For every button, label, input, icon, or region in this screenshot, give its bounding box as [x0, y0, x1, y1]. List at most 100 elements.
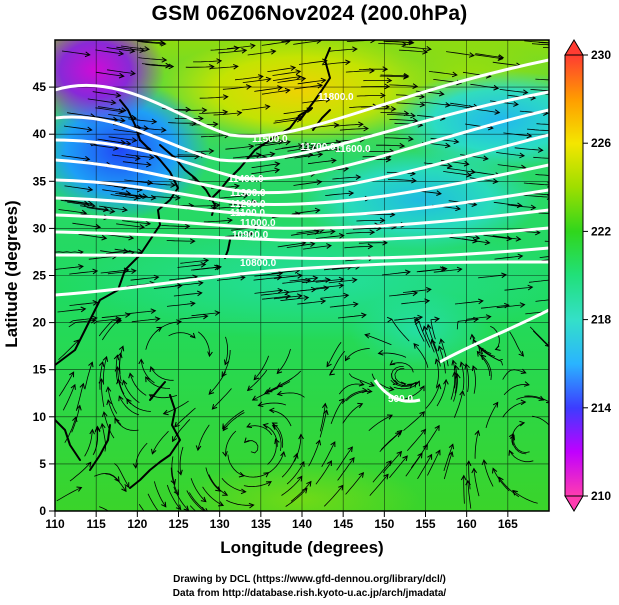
streamline: [163, 400, 189, 415]
streamline: [277, 78, 306, 83]
streamline-arrow: [121, 486, 127, 493]
streamline-arrow: [262, 423, 269, 429]
streamline-arrow: [519, 302, 526, 308]
streamline: [296, 228, 325, 234]
streamline: [180, 259, 209, 264]
streamline: [428, 71, 457, 76]
streamline: [414, 318, 425, 342]
streamline-arrow: [412, 290, 419, 297]
y-tick-label: 30: [33, 221, 47, 235]
streamline-arrow: [396, 450, 403, 457]
streamline-arrow: [334, 146, 341, 153]
streamline-arrow: [283, 289, 290, 296]
streamline-arrow: [118, 395, 124, 402]
streamline-arrow: [290, 65, 297, 71]
streamline-arrow: [386, 316, 393, 323]
streamline-arrow: [464, 363, 470, 370]
streamline: [492, 468, 510, 492]
streamline: [321, 441, 336, 467]
streamline: [282, 279, 311, 284]
streamline-arrow: [343, 292, 350, 299]
streamline-arrow: [145, 220, 152, 227]
streamline: [121, 45, 149, 50]
streamline-arrow: [326, 460, 332, 467]
streamline-arrow: [246, 422, 253, 428]
streamline: [427, 450, 441, 476]
streamline: [532, 415, 549, 426]
streamline-arrow: [358, 380, 365, 387]
streamline-arrow: [552, 277, 557, 282]
streamline: [450, 371, 456, 400]
streamline: [258, 402, 287, 406]
streamline-arrow: [148, 154, 155, 161]
streamline-arrow: [405, 269, 411, 276]
streamline: [298, 60, 327, 65]
streamline: [277, 392, 305, 398]
streamline: [232, 154, 261, 159]
streamline-arrow: [411, 177, 417, 184]
y-tick-label: 40: [33, 127, 47, 141]
streamline-arrow: [238, 472, 245, 478]
streamline: [222, 410, 245, 429]
streamline-arrow: [248, 231, 254, 237]
streamline: [418, 321, 431, 348]
streamline-arrow: [184, 223, 191, 230]
contour-label: 11400.0: [228, 174, 264, 185]
colorbar-label: 222: [591, 224, 611, 238]
streamline-arrow: [329, 228, 336, 235]
streamline-arrow: [513, 101, 519, 107]
streamline: [272, 76, 301, 81]
streamline: [58, 209, 87, 214]
streamline-arrow: [161, 57, 168, 63]
streamline: [523, 194, 549, 198]
streamline: [266, 451, 285, 474]
streamline: [169, 276, 198, 281]
streamline-arrow: [314, 207, 321, 214]
streamline: [538, 212, 549, 214]
streamline-arrow: [523, 381, 530, 387]
streamline: [315, 278, 344, 283]
contour-label: 11200.0: [230, 199, 266, 210]
streamline: [356, 95, 385, 97]
streamline: [280, 297, 309, 301]
streamline: [472, 365, 476, 394]
streamline-arrow: [124, 312, 131, 318]
streamline: [218, 49, 247, 54]
streamline-arrow: [518, 350, 525, 357]
streamline: [512, 490, 538, 504]
streamline-arrow: [559, 173, 563, 178]
streamline: [286, 243, 315, 248]
streamline: [474, 430, 479, 459]
streamline: [136, 40, 165, 44]
streamline: [524, 395, 549, 403]
streamline: [390, 379, 417, 387]
streamline-arrow: [237, 203, 244, 210]
streamline-arrow: [274, 161, 281, 168]
streamline: [170, 155, 199, 157]
streamline-arrow: [498, 54, 505, 60]
streamline-arrow: [143, 125, 150, 131]
streamline: [541, 259, 549, 261]
streamline-arrow: [151, 118, 158, 125]
streamline-arrow: [463, 160, 470, 167]
streamline-arrow: [246, 385, 253, 392]
streamline-arrow: [386, 460, 392, 467]
streamline: [389, 292, 418, 297]
colorbar-gradient: [564, 54, 584, 497]
streamline-arrow: [78, 264, 84, 270]
streamline-arrow: [216, 264, 222, 271]
streamline-arrow: [125, 140, 132, 147]
streamline-arrow: [162, 409, 169, 416]
streamline: [172, 419, 191, 442]
streamline: [140, 359, 155, 384]
streamline: [338, 383, 364, 395]
streamline-arrow: [138, 358, 145, 365]
streamline: [291, 209, 320, 215]
x-tick-label: 150: [374, 517, 394, 531]
streamline: [346, 231, 375, 234]
streamline-arrow: [245, 84, 252, 90]
streamline-arrow: [358, 471, 365, 478]
streamline-arrow: [208, 148, 215, 154]
streamline-arrow: [551, 128, 556, 133]
streamline: [297, 79, 326, 85]
